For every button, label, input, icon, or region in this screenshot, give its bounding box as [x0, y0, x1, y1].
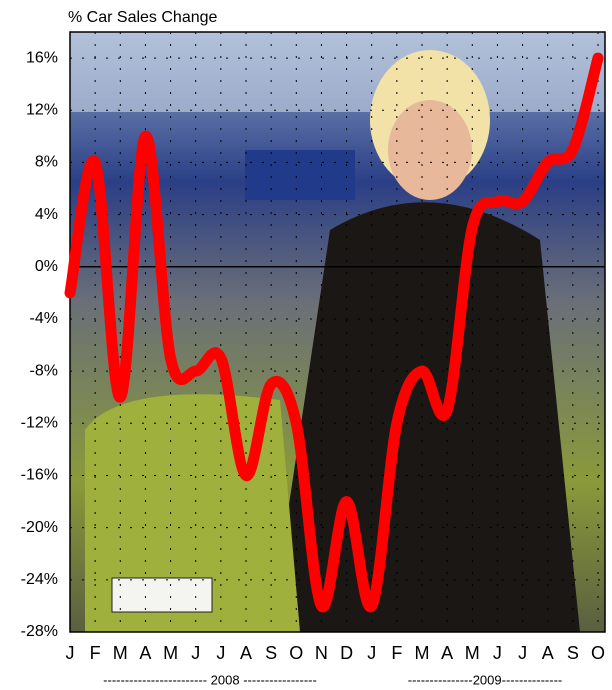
y-tick-label: 12%	[26, 101, 58, 118]
x-tick-label: M	[163, 643, 178, 663]
x-tick-label: F	[90, 643, 101, 663]
x-tick-label: A	[139, 643, 151, 663]
x-tick-label: A	[441, 643, 453, 663]
y-tick-label: 16%	[26, 49, 58, 66]
x-tick-label: J	[367, 643, 376, 663]
chart-title: % Car Sales Change	[68, 9, 218, 26]
x-tick-label: N	[315, 643, 328, 663]
y-tick-label: 8%	[35, 154, 58, 171]
y-tick-label: -8%	[30, 362, 58, 379]
x-tick-label: S	[265, 643, 277, 663]
x-tick-label: J	[191, 643, 200, 663]
y-tick-label: -12%	[21, 415, 58, 432]
x-tick-label: F	[391, 643, 402, 663]
y-tick-label: -28%	[21, 623, 58, 640]
x-tick-label: S	[567, 643, 579, 663]
year-label: ------------------------ 2008 ----------…	[103, 672, 317, 687]
y-tick-label: -24%	[21, 571, 58, 588]
x-tick-label: M	[415, 643, 430, 663]
y-tick-label: 0%	[35, 258, 58, 275]
x-tick-label: O	[289, 643, 303, 663]
year-label: ---------------2009--------------	[408, 672, 562, 687]
y-tick-label: -4%	[30, 310, 58, 327]
x-tick-label: A	[240, 643, 252, 663]
x-tick-label: D	[340, 643, 353, 663]
x-tick-label: J	[66, 643, 75, 663]
x-tick-label: M	[465, 643, 480, 663]
x-tick-label: O	[591, 643, 605, 663]
x-tick-label: M	[113, 643, 128, 663]
y-tick-label: -20%	[21, 519, 58, 536]
x-tick-label: J	[216, 643, 225, 663]
x-tick-label: J	[493, 643, 502, 663]
y-tick-label: 4%	[35, 206, 58, 223]
x-tick-label: J	[518, 643, 527, 663]
y-tick-label: -16%	[21, 467, 58, 484]
page: {"chart_data": {"type": "line", "title":…	[0, 0, 612, 690]
x-tick-label: A	[542, 643, 554, 663]
chart: % Car Sales Change ---------------------…	[0, 0, 612, 690]
